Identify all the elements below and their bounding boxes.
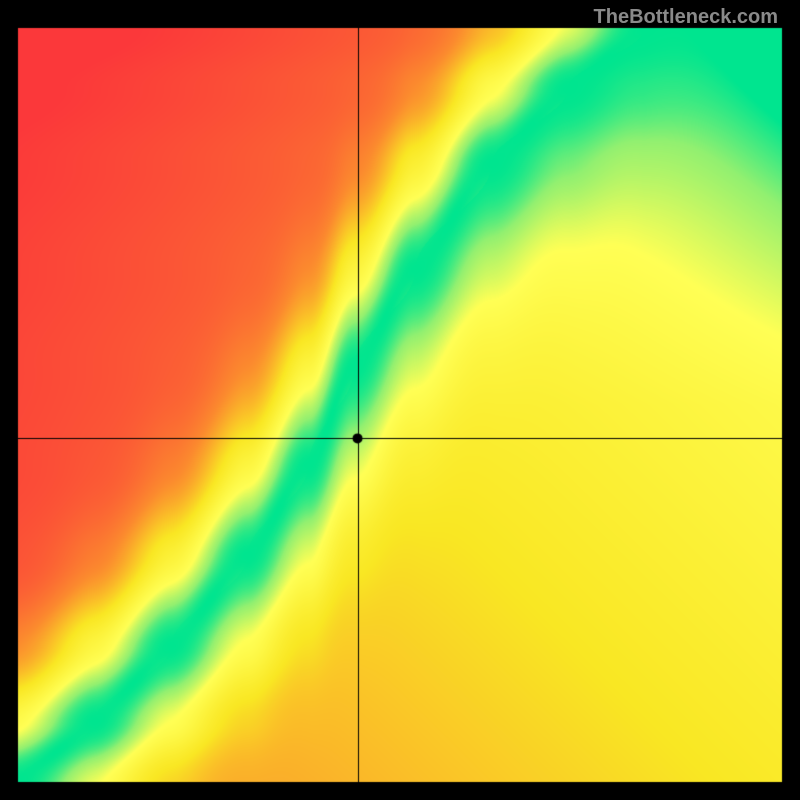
watermark-text: TheBottleneck.com (594, 6, 778, 29)
chart-container: TheBottleneck.com (0, 0, 800, 800)
heatmap-canvas (0, 0, 800, 800)
